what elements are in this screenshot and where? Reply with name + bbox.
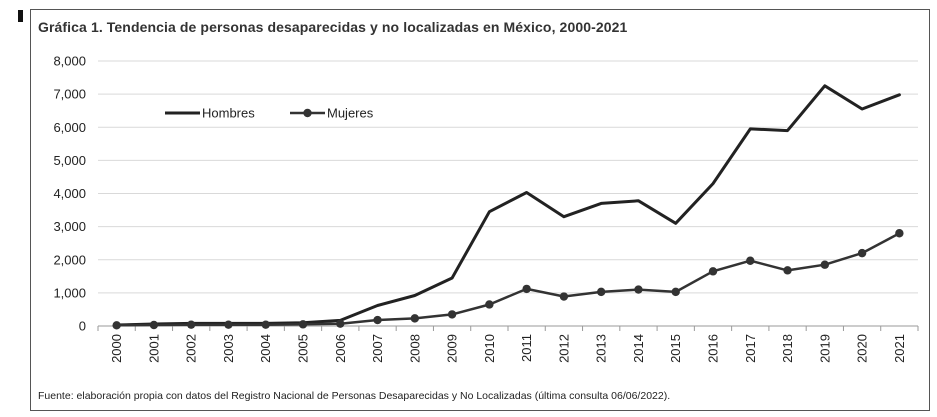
data-point-mujeres: [336, 319, 345, 328]
x-tick-label: 2009: [445, 334, 460, 363]
x-tick-label: 2015: [668, 334, 683, 363]
x-tick-label: 2014: [631, 334, 646, 363]
x-tick-label: 2001: [146, 334, 161, 363]
legend-label-hombres: Hombres: [202, 106, 255, 121]
data-point-mujeres: [224, 320, 233, 329]
data-point-mujeres: [746, 256, 755, 265]
data-point-mujeres: [261, 320, 270, 329]
data-point-mujeres: [857, 248, 867, 258]
source-note: Fuente: elaboración propia con datos del…: [38, 390, 671, 402]
x-tick-label: 2020: [855, 334, 870, 363]
x-tick-label: 2004: [258, 334, 273, 363]
x-tick-label: 2010: [482, 334, 497, 363]
x-tick-label: 2000: [109, 334, 124, 363]
series-line-hombres: [115, 84, 901, 327]
data-point-mujeres: [149, 320, 159, 330]
x-tick-label: 2017: [743, 334, 758, 363]
x-tick-label: 2019: [817, 334, 832, 363]
y-tick-label: 7,000: [53, 87, 86, 102]
data-point-mujeres: [186, 320, 196, 329]
y-tick-label: 3,000: [53, 219, 86, 234]
data-point-mujeres: [596, 287, 606, 297]
y-tick-label: 1,000: [53, 285, 86, 300]
y-tick-label: 8,000: [53, 54, 86, 69]
x-tick-label: 2008: [407, 334, 422, 363]
y-tick-label: 6,000: [53, 120, 86, 135]
series-line-mujeres: [115, 232, 901, 327]
legend: Hombres Mujeres: [165, 106, 374, 121]
data-point-mujeres: [895, 229, 904, 238]
data-point-mujeres: [373, 315, 382, 325]
data-point-mujeres: [559, 292, 569, 301]
x-tick-label: 2006: [333, 334, 348, 363]
x-tick-label: 2012: [556, 334, 571, 363]
data-point-mujeres: [820, 260, 830, 269]
x-tick-label: 2021: [892, 334, 907, 363]
x-tick-label: 2007: [370, 334, 385, 363]
legend-label-mujeres: Mujeres: [327, 106, 374, 121]
x-tick-label: 2005: [296, 334, 311, 363]
series-group: [112, 84, 904, 330]
x-tick-label: 2013: [594, 334, 609, 363]
y-tick-label: 5,000: [53, 153, 86, 168]
data-point-mujeres: [447, 310, 457, 319]
data-point-mujeres: [485, 300, 494, 309]
corner-marker: [18, 10, 23, 22]
y-axis: 0 1,000 2,000 3,000 4,000 5,000 6,000 7,000 8,00…: [53, 54, 86, 334]
y-tick-label: 2,000: [53, 252, 86, 267]
x-tick-label: 2003: [221, 334, 236, 363]
legend-marker-mujeres: [303, 108, 312, 118]
x-axis: 2000 2001 2002 2003 2004 2005 2006 2007 2008 2009…: [97, 325, 919, 363]
data-point-mujeres: [298, 320, 308, 329]
chart-frame: [30, 9, 930, 411]
data-point-mujeres: [783, 266, 792, 275]
x-tick-label: 2018: [780, 334, 795, 363]
x-tick-label: 2016: [706, 334, 721, 363]
y-tick-label: 0: [79, 319, 86, 334]
chart-title: Gráfica 1. Tendencia de personas desapar…: [38, 19, 628, 35]
x-tick-label: 2002: [184, 334, 199, 363]
gridlines: [98, 60, 918, 294]
data-point-mujeres: [522, 284, 531, 294]
data-point-mujeres: [671, 287, 680, 297]
data-point-mujeres: [634, 285, 643, 294]
data-point-mujeres: [112, 321, 121, 330]
x-tick-label: 2011: [519, 334, 534, 362]
data-point-mujeres: [410, 314, 420, 323]
y-tick-label: 4,000: [53, 186, 86, 201]
data-point-mujeres: [708, 267, 718, 276]
